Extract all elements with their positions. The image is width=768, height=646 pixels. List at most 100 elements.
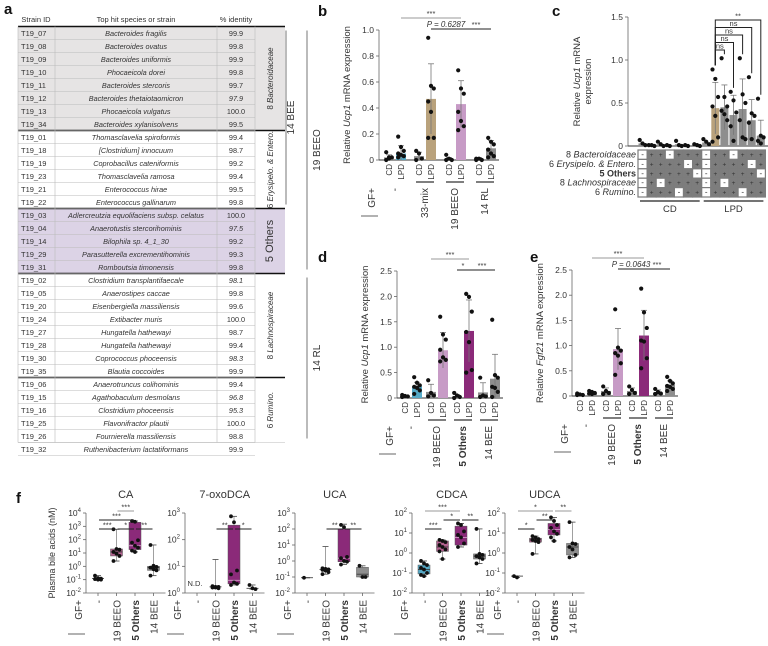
strain-id: T19_22 bbox=[21, 198, 46, 207]
label-part: expression bbox=[583, 59, 594, 105]
x-tick-label: LPD bbox=[397, 164, 406, 180]
x-tick-label: CD bbox=[654, 400, 663, 412]
significance-label: ** bbox=[332, 521, 338, 530]
significance-label: * bbox=[534, 503, 537, 512]
x-tick-label: CD bbox=[385, 164, 394, 176]
exponent: 1 bbox=[404, 528, 408, 534]
percent-identity: 99.6 bbox=[229, 302, 243, 311]
data-point bbox=[440, 557, 445, 561]
group-background bbox=[18, 208, 285, 274]
label-part: Relative bbox=[342, 127, 353, 164]
strain-id: T19_13 bbox=[21, 107, 46, 116]
significance-label: *** bbox=[653, 260, 662, 269]
data-point bbox=[704, 139, 709, 144]
y-tick-label: 0.4 bbox=[362, 103, 374, 113]
data-point bbox=[396, 155, 401, 160]
grid-cell-sign: + bbox=[650, 171, 654, 178]
exponent: 2 bbox=[287, 524, 291, 530]
y-tick-label: 0 bbox=[618, 141, 623, 151]
category-label: - bbox=[193, 600, 204, 603]
strain-id: T19_12 bbox=[21, 94, 46, 103]
grid-cell-sign: + bbox=[668, 161, 672, 168]
base: 10 bbox=[167, 508, 177, 518]
data-point bbox=[533, 539, 538, 543]
y-tick-label: 100 bbox=[167, 588, 180, 598]
data-point bbox=[549, 525, 553, 530]
category-label: - bbox=[94, 600, 105, 603]
percent-identity: 99.8 bbox=[229, 198, 243, 207]
species-name: Bacteroides xylanisolvens bbox=[94, 120, 178, 129]
data-point bbox=[456, 128, 461, 133]
data-point bbox=[530, 538, 535, 542]
data-point bbox=[491, 154, 496, 159]
data-point bbox=[573, 542, 578, 546]
data-point bbox=[93, 577, 97, 582]
percent-identity: 99.9 bbox=[229, 55, 243, 64]
percent-identity: 99.5 bbox=[229, 120, 243, 129]
group-label: 19 BEEO bbox=[450, 188, 461, 230]
gene-name: Ucp1 bbox=[360, 344, 371, 366]
data-point bbox=[229, 583, 233, 587]
data-point bbox=[632, 390, 637, 396]
grid-cell-sign: + bbox=[668, 190, 672, 197]
data-point bbox=[728, 124, 733, 129]
data-point bbox=[737, 56, 742, 61]
percent-identity: 100.0 bbox=[227, 211, 245, 220]
data-point bbox=[615, 353, 621, 358]
grid-cell-sign: + bbox=[713, 171, 717, 178]
base: 10 bbox=[392, 568, 402, 578]
species-name: Thomasclavelia ramosa bbox=[97, 172, 174, 181]
y-tick-label: 1.0 bbox=[555, 341, 567, 351]
data-point bbox=[386, 155, 392, 160]
data-point bbox=[148, 565, 153, 570]
base: 10 bbox=[394, 508, 404, 518]
y-tick-label: 10-1 bbox=[66, 575, 81, 585]
y-tick-label: 102 bbox=[68, 535, 81, 545]
significance-label: * bbox=[525, 521, 528, 530]
data-point bbox=[746, 75, 752, 80]
group-label: 14 RL bbox=[480, 188, 491, 215]
grid-cell-sign: + bbox=[732, 180, 736, 187]
data-point bbox=[641, 310, 647, 315]
exponent: 0 bbox=[177, 588, 181, 594]
exponent: 0 bbox=[404, 548, 408, 554]
data-point bbox=[731, 98, 736, 103]
percent-identity: 96.8 bbox=[229, 393, 244, 402]
grid-cell-sign: + bbox=[650, 152, 654, 159]
data-point bbox=[740, 92, 745, 97]
grid-cell-sign: + bbox=[686, 190, 690, 197]
species-name: Bacteroides fragilis bbox=[105, 29, 167, 38]
data-point bbox=[477, 552, 482, 556]
grid-row-label: 6 Erysipelo. & Entero. bbox=[549, 159, 636, 169]
data-point bbox=[716, 135, 721, 140]
percent-identity: 98.1 bbox=[229, 276, 243, 285]
x-tick-label: CD bbox=[427, 402, 436, 414]
y-tick-label: 100 bbox=[277, 556, 290, 566]
data-point bbox=[461, 91, 466, 96]
x-tick-label: LPD bbox=[640, 400, 649, 416]
data-point bbox=[643, 143, 648, 148]
data-point bbox=[755, 96, 761, 101]
strain-id: T19_05 bbox=[21, 289, 46, 298]
data-point bbox=[414, 385, 420, 390]
grid-row-label: 5 Others bbox=[599, 168, 636, 178]
percent-identity: 99.2 bbox=[229, 237, 243, 246]
group-count: 5 bbox=[264, 253, 276, 262]
grid-cell-sign: + bbox=[650, 161, 654, 168]
data-point bbox=[401, 154, 406, 159]
base: 10 bbox=[485, 588, 495, 598]
y-tick-label: 0.5 bbox=[555, 366, 567, 376]
exponent: -1 bbox=[495, 568, 501, 574]
exponent: -1 bbox=[285, 572, 291, 578]
y-axis-label: Relative Fgf21 mRNA expression bbox=[535, 263, 546, 403]
data-point bbox=[440, 355, 446, 360]
data-point bbox=[555, 532, 559, 536]
strain-id: T19_11 bbox=[21, 81, 46, 90]
data-point bbox=[437, 549, 442, 554]
y-tick-label: 0 bbox=[562, 391, 567, 401]
x-tick-label: CD bbox=[602, 400, 611, 412]
percent-identity: 98.3 bbox=[229, 354, 243, 363]
strain-id: T19_35 bbox=[21, 367, 46, 376]
data-point bbox=[555, 523, 559, 527]
